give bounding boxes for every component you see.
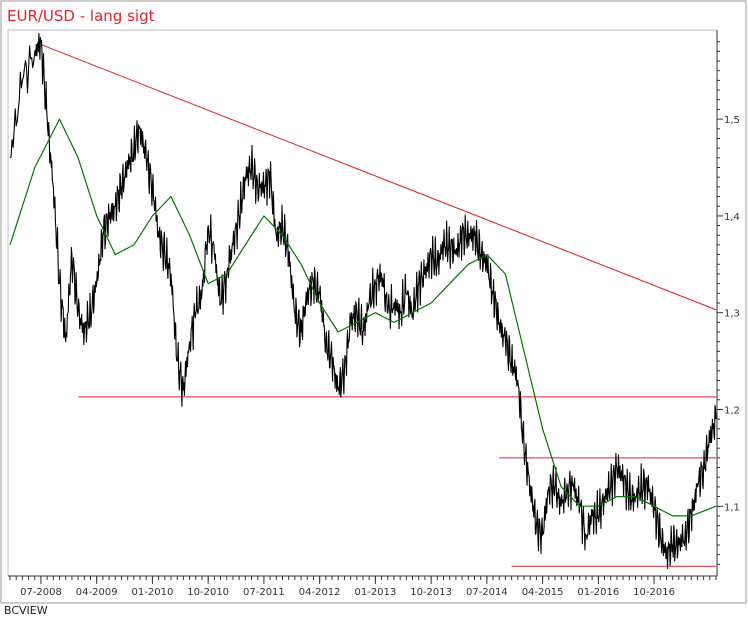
x-tick-label: 10-2010 bbox=[187, 587, 229, 598]
y-tick-label: 1,2 bbox=[724, 405, 740, 416]
y-tick-label: 1,1 bbox=[724, 502, 740, 513]
x-tick-label: 07-2011 bbox=[243, 587, 285, 598]
moving-average-line bbox=[9, 118, 717, 517]
chart-title: EUR/USD - lang sigt bbox=[7, 7, 155, 25]
trend-line bbox=[40, 44, 717, 311]
x-tick-label: 01-2013 bbox=[354, 587, 396, 598]
lines-layer bbox=[9, 33, 717, 570]
x-tick-label: 04-2015 bbox=[522, 587, 564, 598]
footer-brand: BCVIEW bbox=[4, 604, 48, 617]
y-tick-label: 1,5 bbox=[724, 115, 740, 126]
x-tick-label: 10-2016 bbox=[633, 587, 675, 598]
x-tick-label: 07-2008 bbox=[20, 587, 62, 598]
y-tick-label: 1,4 bbox=[724, 212, 740, 223]
price-series-line bbox=[9, 33, 717, 570]
axis-layer: 07-2008 04-2009 01-2010 10-2010 07-2011 04-20… bbox=[8, 30, 740, 598]
x-tick-label: 07-2014 bbox=[466, 587, 508, 598]
x-tick-label: 01-2010 bbox=[132, 587, 174, 598]
y-tick-label: 1,3 bbox=[724, 309, 740, 320]
x-tick-label: 01-2016 bbox=[577, 587, 619, 598]
x-tick-label: 10-2013 bbox=[410, 587, 452, 598]
x-tick-label: 04-2009 bbox=[76, 587, 118, 598]
x-tick-label: 04-2012 bbox=[299, 587, 341, 598]
